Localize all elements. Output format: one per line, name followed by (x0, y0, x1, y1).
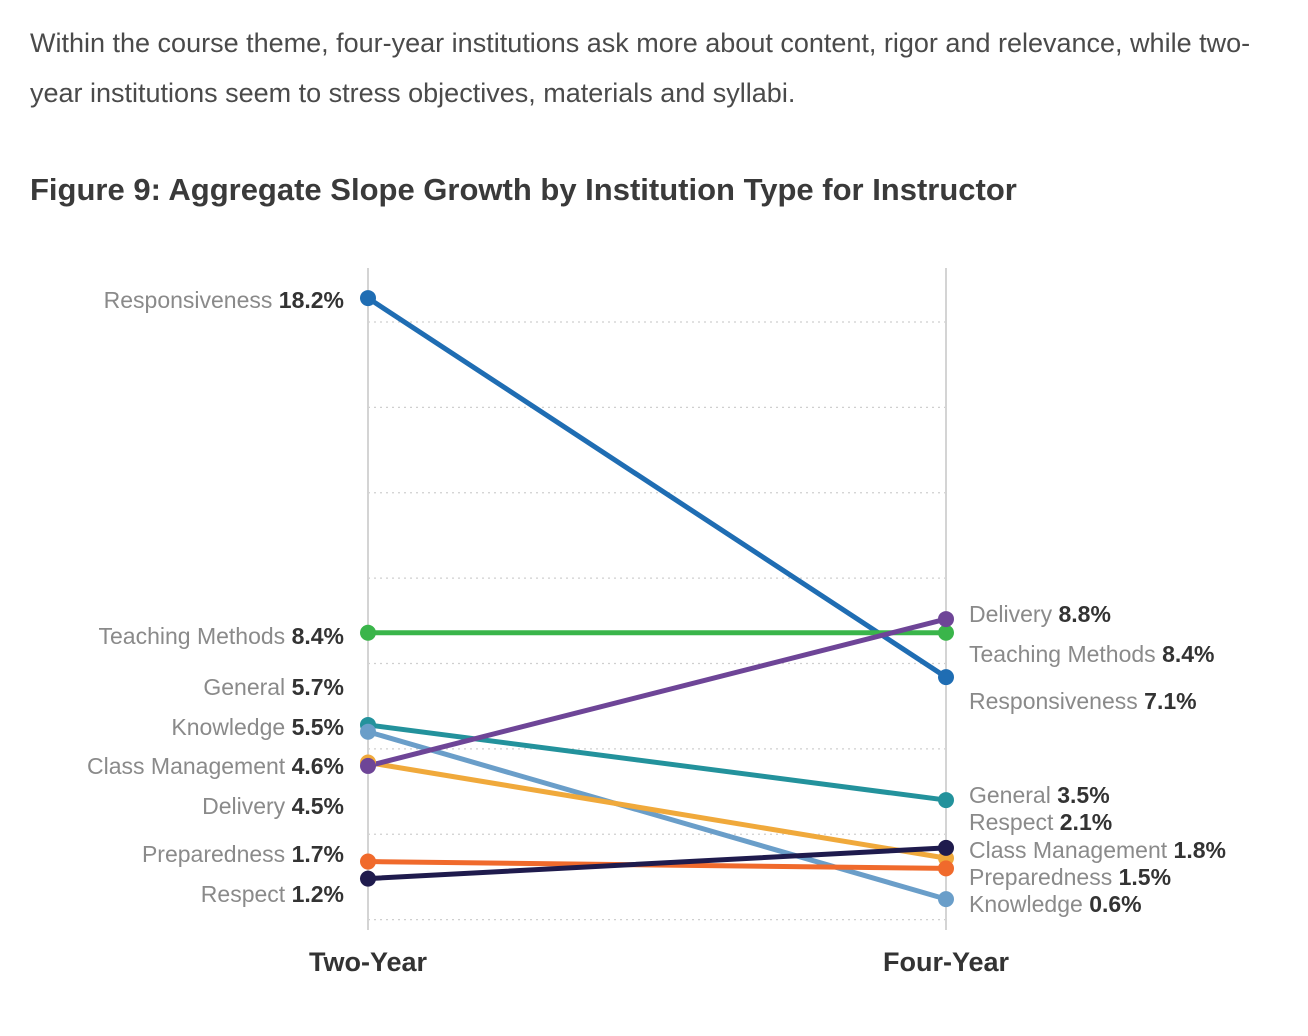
label-value: 5.5% (292, 714, 344, 740)
label-four-year-preparedness: Preparedness 1.5% (969, 864, 1171, 890)
category-label-four-year: Four-Year (883, 947, 1010, 977)
point-four-year-delivery (938, 611, 954, 628)
label-name: Teaching Methods (98, 623, 291, 649)
category-label-two-year: Two-Year (309, 947, 428, 977)
series-line-delivery (365, 616, 949, 769)
point-four-year-knowledge (938, 891, 954, 908)
label-name: Class Management (87, 753, 292, 779)
label-four-year-class-management: Class Management 1.8% (969, 837, 1226, 863)
label-name: Teaching Methods (969, 641, 1162, 667)
series-line-knowledge (365, 729, 949, 902)
series-lines (365, 295, 949, 902)
series-points (360, 290, 954, 908)
point-two-year-respect (360, 870, 376, 887)
label-name: Responsiveness (969, 688, 1144, 714)
label-name: Preparedness (969, 864, 1119, 890)
label-value: 0.6% (1089, 891, 1141, 917)
label-four-year-general: General 3.5% (969, 782, 1110, 808)
figure-title: Figure 9: Aggregate Slope Growth by Inst… (30, 172, 1017, 207)
label-name: Preparedness (142, 841, 292, 867)
label-two-year-delivery: Delivery 4.5% (202, 793, 344, 819)
label-value: 7.1% (1144, 688, 1196, 714)
point-two-year-preparedness (360, 853, 376, 870)
label-value: 1.7% (292, 841, 344, 867)
grid-lines (368, 321, 946, 921)
label-name: Knowledge (171, 714, 291, 740)
series-line-class-management (365, 760, 949, 861)
label-value: 4.6% (292, 753, 344, 779)
label-name: Responsiveness (104, 287, 279, 313)
label-name: Knowledge (969, 891, 1089, 917)
label-value: 1.8% (1174, 837, 1226, 863)
label-value: 1.2% (292, 881, 344, 907)
label-value: 2.1% (1060, 809, 1112, 835)
label-name: General (203, 674, 291, 700)
point-four-year-respect (938, 839, 954, 856)
point-four-year-preparedness (938, 860, 954, 877)
series-labels: Responsiveness 18.2% Teaching Methods 8.4… (87, 287, 1226, 917)
label-name: Class Management (969, 837, 1174, 863)
series-line-general (365, 722, 949, 803)
point-four-year-teaching-methods (938, 624, 954, 641)
point-two-year-delivery (360, 757, 376, 774)
label-value: 8.4% (292, 623, 344, 649)
label-two-year-respect: Respect 1.2% (201, 881, 344, 907)
label-two-year-general: General 5.7% (203, 674, 344, 700)
point-four-year-responsiveness (938, 669, 954, 686)
series-line-respect (365, 845, 949, 882)
label-value: 3.5% (1057, 782, 1109, 808)
label-name: Respect (969, 809, 1060, 835)
series-line-responsiveness (365, 295, 949, 680)
label-value: 4.5% (292, 793, 344, 819)
intro-paragraph: Within the course theme, four-year insti… (30, 28, 1251, 108)
label-name: Delivery (202, 793, 291, 819)
point-four-year-general (938, 792, 954, 809)
point-two-year-responsiveness (360, 290, 376, 307)
label-value: 5.7% (292, 674, 344, 700)
label-value: 18.2% (279, 287, 344, 313)
label-value: 8.8% (1058, 601, 1110, 627)
label-four-year-knowledge: Knowledge 0.6% (969, 891, 1142, 917)
label-value: 1.5% (1119, 864, 1171, 890)
label-name: Delivery (969, 601, 1058, 627)
label-value: 8.4% (1162, 641, 1214, 667)
label-four-year-responsiveness: Responsiveness 7.1% (969, 688, 1197, 714)
label-two-year-teaching-methods: Teaching Methods 8.4% (98, 623, 344, 649)
label-name: Respect (201, 881, 292, 907)
label-name: General (969, 782, 1057, 808)
category-axes: Two-Year Four-Year (309, 268, 1010, 977)
point-two-year-teaching-methods (360, 624, 376, 641)
label-four-year-teaching-methods: Teaching Methods 8.4% (969, 641, 1215, 667)
label-two-year-knowledge: Knowledge 5.5% (171, 714, 344, 740)
point-two-year-knowledge (360, 723, 376, 740)
label-two-year-class-management: Class Management 4.6% (87, 753, 344, 779)
label-two-year-responsiveness: Responsiveness 18.2% (104, 287, 344, 313)
label-four-year-respect: Respect 2.1% (969, 809, 1112, 835)
label-four-year-delivery: Delivery 8.8% (969, 601, 1111, 627)
label-two-year-preparedness: Preparedness 1.7% (142, 841, 344, 867)
